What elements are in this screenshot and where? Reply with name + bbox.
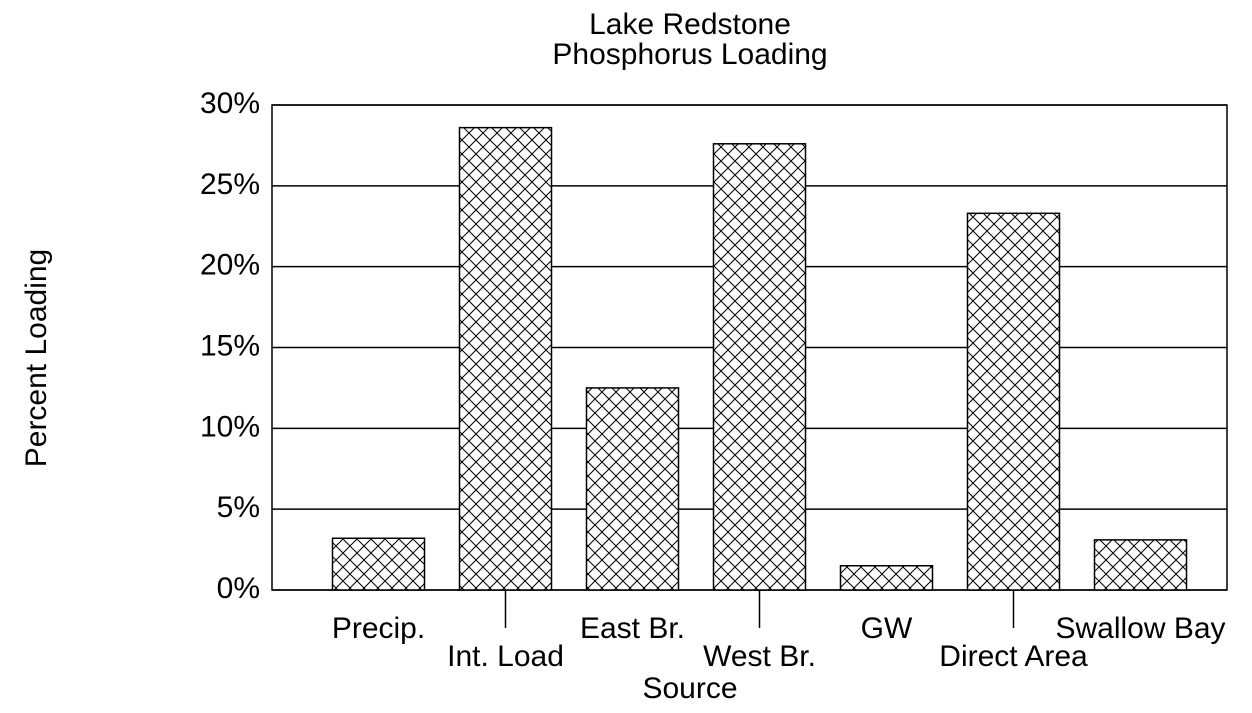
bar [712, 143, 807, 591]
y-tick-label: 15% [200, 329, 260, 362]
x-tick-label: West Br. [703, 640, 816, 673]
bar [331, 537, 426, 591]
x-axis-label: Source [642, 672, 737, 705]
chart-subtitle: Phosphorus Loading [552, 38, 827, 71]
y-tick-label: 5% [217, 491, 260, 524]
x-tick-label: GW [861, 612, 913, 645]
y-tick-label: 25% [200, 168, 260, 201]
x-tick-label: Precip. [332, 612, 425, 645]
x-tick-label: Swallow Bay [1055, 612, 1225, 645]
bar [585, 387, 680, 591]
x-tick-label: Direct Area [939, 640, 1088, 673]
x-tick-label: East Br. [580, 612, 685, 645]
x-tick-label: Int. Load [447, 640, 564, 673]
bar [966, 212, 1061, 591]
y-tick-label: 30% [200, 87, 260, 120]
bar [839, 565, 934, 591]
y-tick-label: 10% [200, 410, 260, 443]
bar [458, 126, 553, 591]
y-tick-label: 20% [200, 249, 260, 282]
bar [1093, 539, 1188, 591]
y-axis-label: Percent Loading [20, 249, 53, 468]
y-tick-label: 0% [217, 572, 260, 605]
chart-title: Lake Redstone [589, 8, 791, 41]
